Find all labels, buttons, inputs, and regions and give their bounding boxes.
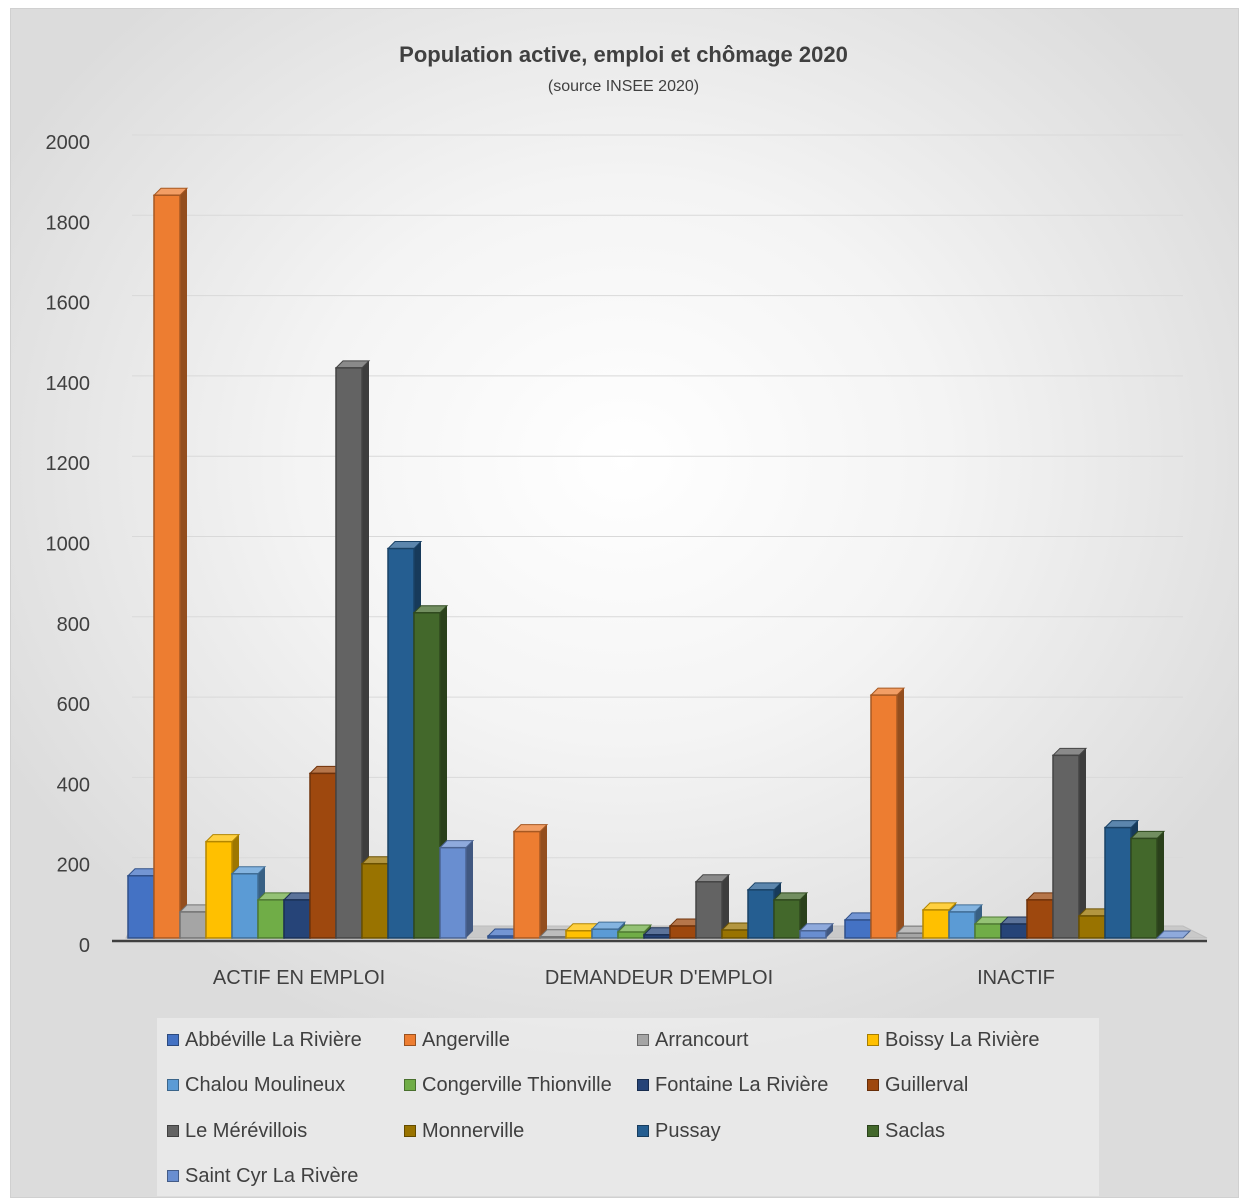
gridlines xyxy=(132,134,1183,859)
y-tick-label: 2000 xyxy=(46,132,91,154)
bar xyxy=(869,687,906,939)
y-tick-label: 200 xyxy=(57,855,90,877)
bar xyxy=(152,187,189,939)
y-tick-label: 1600 xyxy=(46,293,91,315)
legend: Abbéville La Rivière Angerville Arrancourt… xyxy=(157,1018,1099,1196)
y-axis-ticks: 0 200 400 600 800 1000 1200 1400 1600 1800 2000 xyxy=(46,132,91,957)
legend-label: Saint Cyr La Rivère xyxy=(185,1164,359,1187)
bar xyxy=(334,360,371,939)
y-tick-label: 600 xyxy=(57,694,90,716)
legend-item: Boissy La Rivière xyxy=(867,1028,1040,1052)
legend-swatch xyxy=(404,1034,416,1046)
legend-item: Pussay xyxy=(637,1119,721,1143)
legend-swatch xyxy=(867,1034,879,1046)
legend-label: Congerville Thionville xyxy=(422,1073,612,1096)
y-tick-label: 1200 xyxy=(46,453,91,475)
chart-area xyxy=(10,8,1239,1198)
legend-label: Le Mérévillois xyxy=(185,1119,308,1142)
bar xyxy=(512,824,549,939)
bar xyxy=(798,923,835,939)
legend-swatch xyxy=(404,1125,416,1137)
legend-swatch xyxy=(167,1034,179,1046)
legend-label: Monnerville xyxy=(422,1119,525,1142)
legend-swatch xyxy=(867,1079,879,1091)
legend-item: Monnerville xyxy=(404,1119,524,1143)
legend-swatch xyxy=(167,1170,179,1182)
legend-item: Congerville Thionville xyxy=(404,1073,612,1097)
legend-item: Saclas xyxy=(867,1119,945,1143)
bar xyxy=(694,874,731,939)
x-category-label: DEMANDEUR D'EMPLOI xyxy=(545,967,773,989)
legend-swatch xyxy=(404,1079,416,1091)
legend-label: Guillerval xyxy=(885,1073,969,1096)
legend-label: Pussay xyxy=(655,1119,721,1142)
x-axis-labels: ACTIF EN EMPLOI DEMANDEUR D'EMPLOI INACTIF xyxy=(213,967,1055,989)
bar xyxy=(772,892,809,939)
legend-item: Abbéville La Rivière xyxy=(167,1028,362,1052)
legend-swatch xyxy=(637,1034,649,1046)
chart-title: Population active, emploi et chômage 202… xyxy=(399,42,848,67)
legend-label: Chalou Moulineux xyxy=(185,1073,346,1096)
legend-item: Angerville xyxy=(404,1028,510,1052)
bar xyxy=(486,928,523,939)
bar xyxy=(438,840,475,939)
y-tick-label: 800 xyxy=(57,614,90,636)
legend-item: Saint Cyr La Rivère xyxy=(167,1164,358,1188)
legend-swatch xyxy=(167,1079,179,1091)
y-tick-label: 400 xyxy=(57,774,90,796)
legend-item: Arrancourt xyxy=(637,1028,748,1052)
legend-swatch xyxy=(637,1079,649,1091)
y-tick-label: 1400 xyxy=(46,373,91,395)
legend-label: Angerville xyxy=(422,1028,510,1051)
legend-label: Boissy La Rivière xyxy=(885,1028,1040,1051)
legend-swatch xyxy=(637,1125,649,1137)
legend-label: Arrancourt xyxy=(655,1028,749,1051)
legend-item: Chalou Moulineux xyxy=(167,1073,345,1097)
legend-swatch xyxy=(167,1125,179,1137)
legend-label: Abbéville La Rivière xyxy=(185,1028,362,1051)
bar xyxy=(1129,830,1166,939)
legend-swatch xyxy=(867,1125,879,1137)
x-category-label: ACTIF EN EMPLOI xyxy=(213,967,385,989)
legend-label: Fontaine La Rivière xyxy=(655,1073,829,1096)
bar xyxy=(230,866,267,939)
bar xyxy=(1051,747,1088,939)
chart-subtitle: (source INSEE 2020) xyxy=(547,78,700,95)
y-tick-label: 0 xyxy=(79,935,90,957)
legend-label: Saclas xyxy=(885,1119,946,1142)
x-category-label: INACTIF xyxy=(977,967,1055,989)
bar xyxy=(1155,930,1192,939)
legend-item: Guillerval xyxy=(867,1073,968,1097)
legend-item: Fontaine La Rivière xyxy=(637,1073,828,1097)
bars xyxy=(126,187,1192,939)
legend-item: Le Mérévillois xyxy=(167,1119,307,1143)
plot-area: 0 200 400 600 800 1000 1200 1400 1600 1800 2000 AC… xyxy=(46,132,1208,989)
y-tick-label: 1000 xyxy=(46,534,91,556)
y-tick-label: 1800 xyxy=(46,212,91,234)
